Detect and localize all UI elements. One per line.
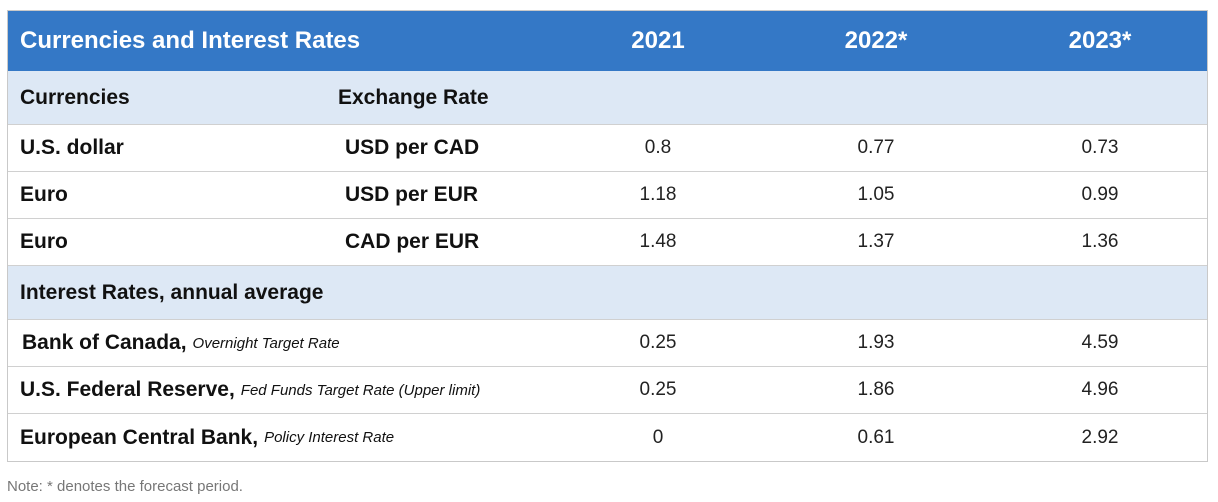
value-2021: 1.48 <box>568 219 748 265</box>
currency-label: Euro <box>20 172 68 218</box>
currency-label: U.S. dollar <box>20 125 124 171</box>
value-2023: 4.59 <box>1010 320 1190 366</box>
year-header-2021: 2021 <box>568 11 748 71</box>
value-2021: 0 <box>568 414 748 461</box>
currency-label: Euro <box>20 219 68 265</box>
value-2022: 0.77 <box>786 125 966 171</box>
bank-label: European Central Bank, Policy Interest R… <box>20 414 394 461</box>
interest-section-row: Interest Rates, annual average <box>8 266 1207 320</box>
year-header-2022: 2022* <box>786 11 966 71</box>
value-2021: 1.18 <box>568 172 748 218</box>
value-2023: 0.73 <box>1010 125 1190 171</box>
value-2021: 0.8 <box>568 125 748 171</box>
value-2021: 0.25 <box>568 320 748 366</box>
bank-name: European Central Bank, <box>20 426 258 450</box>
year-header-2023: 2023* <box>1010 11 1190 71</box>
exchange-rate-unit: USD per CAD <box>345 125 479 171</box>
table-header-row: Currencies and Interest Rates 2021 2022*… <box>8 11 1207 71</box>
table-row: U.S. dollar USD per CAD 0.8 0.77 0.73 <box>8 125 1207 172</box>
rates-table: Currencies and Interest Rates 2021 2022*… <box>7 10 1208 462</box>
value-2022: 1.93 <box>786 320 966 366</box>
bank-label: Bank of Canada, Overnight Target Rate <box>22 320 340 366</box>
interest-section-label: Interest Rates, annual average <box>20 266 323 319</box>
value-2022: 1.37 <box>786 219 966 265</box>
value-2022: 0.61 <box>786 414 966 461</box>
rate-description: Overnight Target Rate <box>193 335 340 352</box>
table-row: Euro CAD per EUR 1.48 1.37 1.36 <box>8 219 1207 266</box>
table-row: Euro USD per EUR 1.18 1.05 0.99 <box>8 172 1207 219</box>
footnote: Note: * denotes the forecast period. <box>7 478 243 495</box>
rate-description: Fed Funds Target Rate (Upper limit) <box>241 382 481 399</box>
exchange-rate-unit: CAD per EUR <box>345 219 479 265</box>
table-row: European Central Bank, Policy Interest R… <box>8 414 1207 461</box>
exchange-rate-unit: USD per EUR <box>345 172 478 218</box>
value-2022: 1.05 <box>786 172 966 218</box>
currencies-section-label: Currencies <box>20 71 130 124</box>
currencies-section-row: Currencies Exchange Rate <box>8 71 1207 125</box>
bank-label: U.S. Federal Reserve, Fed Funds Target R… <box>20 367 480 413</box>
bank-name: Bank of Canada, <box>22 331 187 355</box>
value-2023: 1.36 <box>1010 219 1190 265</box>
value-2023: 0.99 <box>1010 172 1190 218</box>
rate-description: Policy Interest Rate <box>264 429 394 446</box>
value-2021: 0.25 <box>568 367 748 413</box>
bank-name: U.S. Federal Reserve, <box>20 378 235 402</box>
table-row: Bank of Canada, Overnight Target Rate 0.… <box>8 320 1207 367</box>
table-title: Currencies and Interest Rates <box>20 11 360 71</box>
value-2023: 2.92 <box>1010 414 1190 461</box>
exchange-rate-label: Exchange Rate <box>338 71 489 124</box>
table-row: U.S. Federal Reserve, Fed Funds Target R… <box>8 367 1207 414</box>
value-2022: 1.86 <box>786 367 966 413</box>
value-2023: 4.96 <box>1010 367 1190 413</box>
